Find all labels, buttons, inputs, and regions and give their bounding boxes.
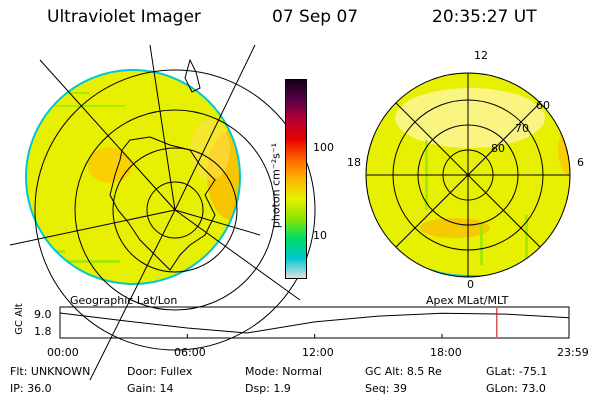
mlat-label-70: 70 <box>515 122 529 135</box>
info-gain: Gain: 14 <box>127 382 174 395</box>
info-door: Door: Fullex <box>127 365 193 378</box>
geo-grid <box>9 44 316 381</box>
left-panel-label: Geographic Lat/Lon <box>70 294 178 307</box>
left-image-rim <box>25 69 241 285</box>
date-label: 07 Sep 07 <box>272 7 359 27</box>
instrument-title: Ultraviolet Imager <box>47 7 201 27</box>
info-gc-alt: GC Alt: 8.5 Re <box>365 365 442 378</box>
info-glon: GLon: 73.0 <box>486 382 546 395</box>
altitude-ylabel: GC Alt <box>14 303 25 335</box>
colorbar-tick-100: 100 <box>313 141 334 154</box>
time-label: 20:35:27 UT <box>432 7 537 27</box>
mlt-label-12: 12 <box>474 49 488 62</box>
mlat-label-60: 60 <box>536 99 550 112</box>
info-glat: GLat: -75.1 <box>486 365 548 378</box>
mlat-label-80: 80 <box>491 142 505 155</box>
xtick-1200: 12:00 <box>302 346 334 359</box>
xtick-2359: 23:59 <box>557 346 589 359</box>
coastline-north <box>184 58 201 93</box>
altitude-ytick-low: 1.8 <box>34 325 52 338</box>
altitude-ytick-high: 9.0 <box>34 308 52 321</box>
info-seq: Seq: 39 <box>365 382 407 395</box>
coastline <box>109 136 216 271</box>
info-ip: IP: 36.0 <box>10 382 52 395</box>
mlt-label-18: 18 <box>347 156 361 169</box>
colorbar <box>285 79 307 279</box>
mlat-grid <box>365 72 571 278</box>
mlt-label-6: 6 <box>577 156 584 169</box>
xtick-0600: 06:00 <box>174 346 206 359</box>
colorbar-tick-10: 10 <box>313 229 327 242</box>
info-mode: Mode: Normal <box>245 365 322 378</box>
xtick-1800: 18:00 <box>430 346 462 359</box>
info-flt: Flt: UNKNOWN <box>10 365 91 378</box>
mlt-label-0: 0 <box>467 278 474 291</box>
right-panel-label: Apex MLat/MLT <box>426 294 509 307</box>
altitude-line <box>59 312 570 334</box>
xtick-0000: 00:00 <box>47 346 79 359</box>
info-dsp: Dsp: 1.9 <box>245 382 291 395</box>
